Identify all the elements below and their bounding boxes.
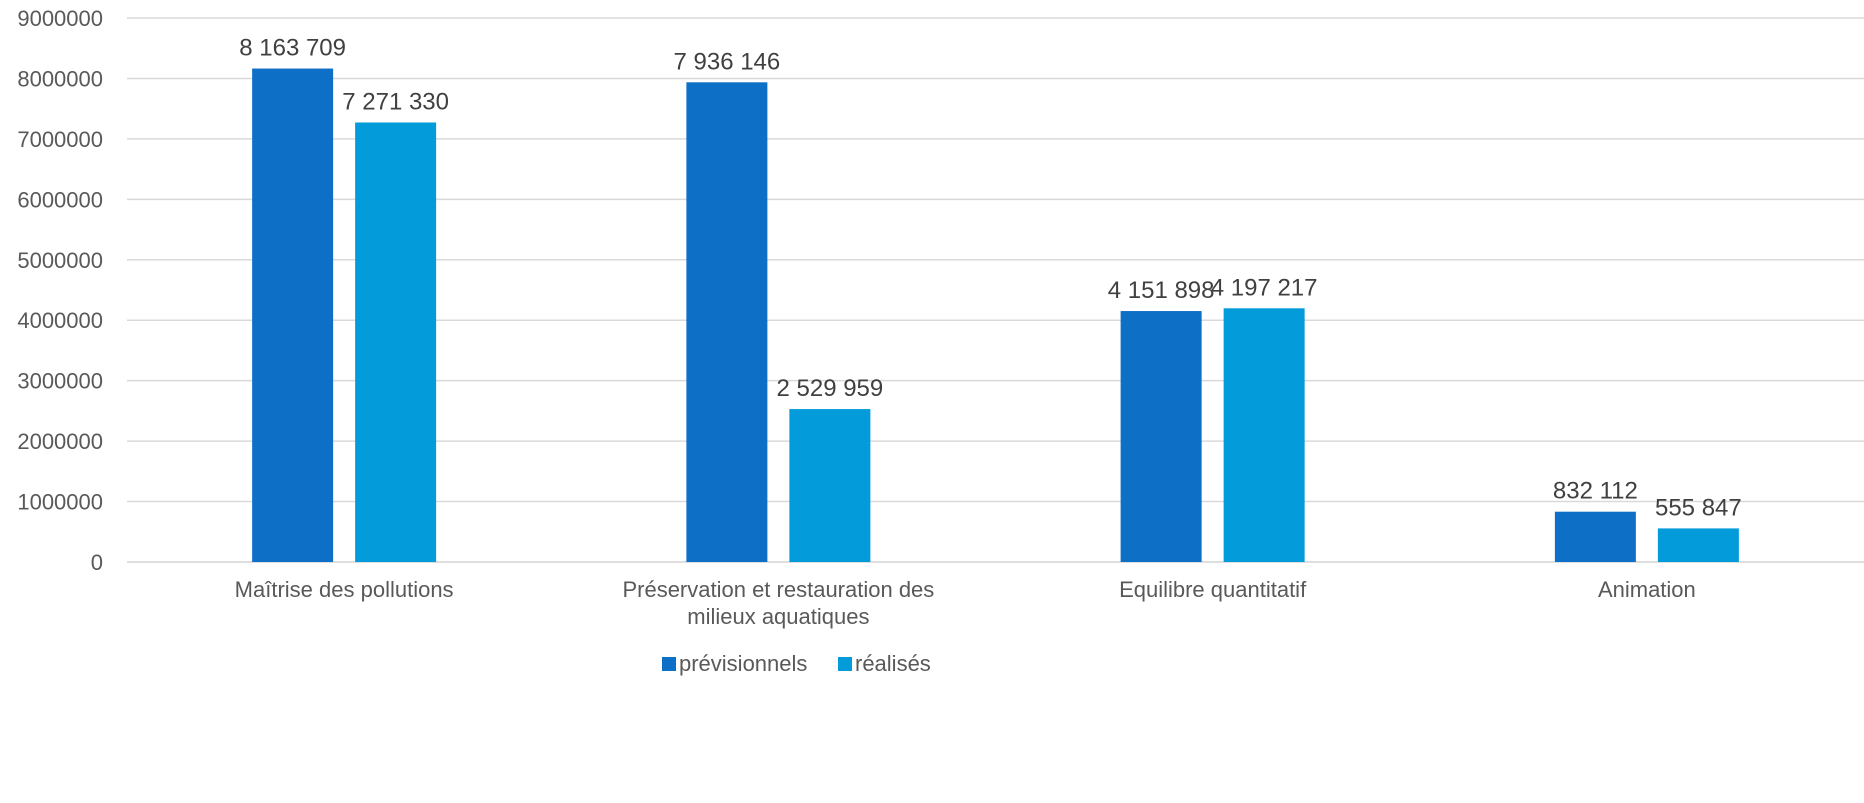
legend-label: prévisionnels: [679, 651, 807, 676]
data-label: 555 847: [1655, 494, 1742, 521]
bar-previsionnels: [1120, 311, 1202, 562]
legend-label: réalisés: [855, 651, 931, 676]
data-label: 8 163 709: [239, 35, 346, 62]
y-tick-label: 7000000: [17, 127, 103, 152]
x-tick-label: Préservation et restauration des: [622, 577, 934, 602]
data-labels: 8 163 709 7 271 330 7 936 146 2 529 959 4 15…: [239, 35, 1742, 522]
legend: prévisionnels réalisés: [662, 651, 931, 676]
y-tick-label: 1000000: [17, 490, 103, 515]
y-tick-label: 6000000: [17, 187, 103, 212]
bar-realises: [789, 409, 871, 562]
data-label: 7 271 330: [342, 88, 449, 115]
x-tick-label: Equilibre quantitatif: [1119, 577, 1307, 602]
y-tick-label: 9000000: [17, 6, 103, 31]
bar-realises: [355, 122, 437, 562]
data-label: 4 197 217: [1211, 274, 1318, 301]
data-label: 7 936 146: [673, 48, 780, 75]
data-label: 4 151 898: [1108, 277, 1215, 304]
bars: [252, 68, 1739, 563]
y-axis: 0 1000000 2000000 3000000 4000000 5000000 6000…: [17, 6, 103, 575]
legend-swatch: [662, 657, 676, 671]
y-tick-label: 8000000: [17, 66, 103, 91]
y-tick-label: 2000000: [17, 429, 103, 454]
y-tick-label: 5000000: [17, 248, 103, 273]
y-tick-label: 3000000: [17, 369, 103, 394]
x-tick-label: Maîtrise des pollutions: [235, 577, 454, 602]
data-label: 2 529 959: [776, 375, 883, 402]
legend-swatch: [838, 657, 852, 671]
bar-realises: [1223, 308, 1305, 562]
y-tick-label: 0: [91, 550, 103, 575]
bar-previsionnels: [252, 68, 334, 563]
bar-realises: [1657, 528, 1739, 562]
x-tick-label: Animation: [1598, 577, 1696, 602]
bar-previsionnels: [686, 82, 768, 562]
x-axis: Maîtrise des pollutions Préservation et r…: [235, 577, 1696, 629]
data-label: 832 112: [1553, 478, 1638, 505]
x-tick-label: milieux aquatiques: [687, 604, 869, 629]
y-tick-label: 4000000: [17, 308, 103, 333]
bar-previsionnels: [1554, 511, 1636, 562]
